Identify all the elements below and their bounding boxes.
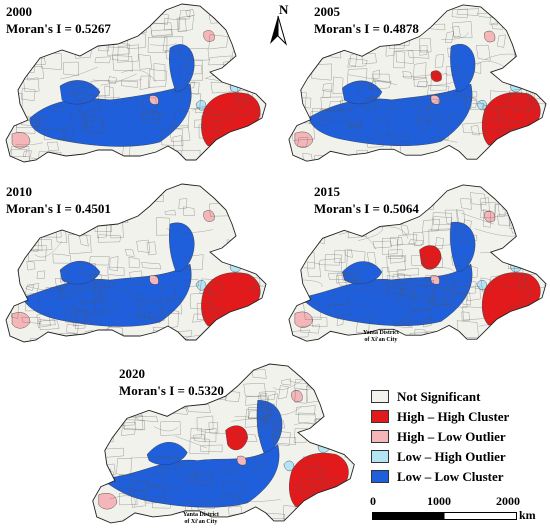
legend-item-high-high: High – High Cluster [371, 408, 546, 426]
scale-bar-graphic [372, 512, 517, 520]
panel-year-2020: 2020 [119, 366, 145, 381]
panel-moran-2015: Moran's I = 0.5064 [314, 201, 419, 216]
legend-label: Low – High Outlier [397, 449, 506, 464]
map-2005 [288, 4, 547, 162]
scale-unit: km [519, 508, 536, 522]
panel-moran-2005: Moran's I = 0.4878 [314, 21, 419, 36]
panel-moran-2020: Moran's I = 0.5320 [119, 383, 224, 398]
legend-label: High – Low Outlier [397, 429, 506, 444]
panel-year-2000: 2000 [6, 4, 32, 19]
legend-label: Not Significant [397, 389, 481, 404]
panel-moran-2000: Moran's I = 0.5267 [6, 21, 111, 36]
panel-moran-2010: Moran's I = 0.4501 [6, 201, 111, 216]
map-2015 [288, 184, 547, 342]
panel-year-2015: 2015 [314, 184, 340, 199]
panel-year-2010: 2010 [6, 184, 32, 199]
legend-item-low-high: Low – High Outlier [371, 448, 546, 466]
legend: Not Significant High – High Cluster High… [371, 388, 546, 488]
north-arrow-icon [270, 15, 288, 46]
map-2020 [92, 363, 355, 524]
map-2000 [5, 3, 267, 163]
legend-swatch [371, 390, 389, 403]
legend-label: Low – Low Cluster [397, 469, 504, 484]
legend-label: High – High Cluster [397, 409, 510, 424]
map-panel-2020: 2020 Moran's I = 0.5320 Yanta District o… [85, 360, 360, 531]
map-panel-2000: 2000 Moran's I = 0.5267 [0, 0, 270, 170]
map-panel-2010: 2010 Moran's I = 0.4501 [0, 180, 270, 350]
scale-bar: 0 1000 2000 km [370, 494, 548, 528]
map-panel-2015: 2015 Moran's I = 0.5064 Yanta District o… [283, 180, 550, 350]
legend-swatch [371, 410, 389, 423]
panel-year-2005: 2005 [314, 4, 340, 19]
legend-item-not-significant: Not Significant [371, 388, 546, 406]
north-letter: N [279, 2, 289, 17]
map-2010 [5, 183, 267, 343]
map-panel-2005: 2005 Moran's I = 0.4878 [283, 0, 550, 170]
scale-tick-2000: 2000 [496, 494, 520, 508]
legend-swatch [371, 470, 389, 483]
yanta-annotation-2015: Yanta District of Xi'an City [363, 330, 399, 343]
yanta-district-label-2015: Yanta District of Xi'an City [363, 330, 399, 344]
legend-item-low-low: Low – Low Cluster [371, 468, 546, 486]
yanta-district-label-2020: Yanta District of Xi'an City [183, 512, 219, 526]
legend-swatch [371, 430, 389, 443]
yanta-annotation-2020: Yanta District of Xi'an City [183, 512, 219, 525]
legend-swatch [371, 450, 389, 463]
scale-tick-0: 0 [370, 494, 376, 508]
legend-item-high-low: High – Low Outlier [371, 428, 546, 446]
scale-tick-1000: 1000 [427, 494, 451, 508]
